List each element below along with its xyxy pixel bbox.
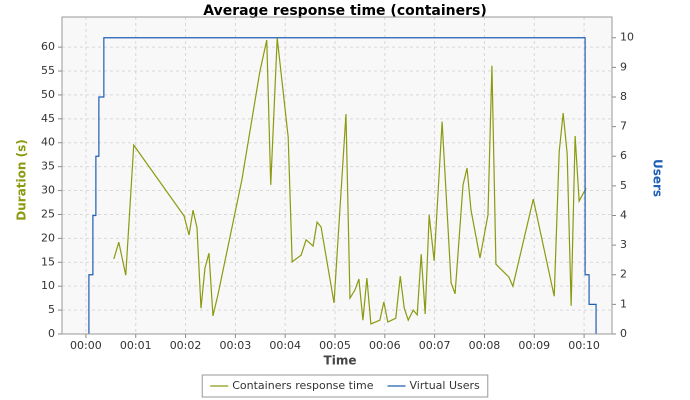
legend-item: Containers response time [210,379,374,392]
x-tick-label: 00:08 [469,339,501,352]
legend-box [201,374,489,398]
x-tick-label: 00:09 [518,339,550,352]
x-tick-label: 00:03 [220,339,252,352]
x-tick-label: 00:04 [269,339,301,352]
x-axis-title: Time [324,354,357,368]
y-tick-label: 30 [41,184,55,197]
series-line [88,37,597,334]
plot-area [61,16,613,335]
y2-tick-label: 1 [620,297,627,310]
y2-tick-label: 10 [620,31,634,44]
y2-tick-label: 7 [620,120,627,133]
y2-tick-label: 4 [620,208,627,221]
legend-label: Virtual Users [410,379,481,392]
x-tick-label: 00:05 [319,339,351,352]
legend-label: Containers response time [232,379,374,392]
y-tick-label: 25 [41,207,55,220]
y-tick-label: 0 [48,327,55,340]
y-tick-label: 10 [41,279,55,292]
y-tick-label: 20 [41,231,55,244]
y2-tick-label: 5 [620,179,627,192]
y-tick-label: 55 [41,64,55,77]
y2-tick-label: 6 [620,149,627,162]
y2-tick-label: 2 [620,268,627,281]
y-tick-label: 50 [41,88,55,101]
x-tick-label: 00:01 [120,339,152,352]
x-tick-label: 00:10 [568,339,600,352]
x-tick-label: 00:00 [70,339,102,352]
x-tick-label: 00:06 [369,339,401,352]
x-tick-label: 00:02 [170,339,202,352]
plot-area [61,16,613,335]
series-line [113,37,587,325]
y-tick-label: 45 [41,112,55,125]
y-tick-label: 40 [41,136,55,149]
chart-title: Average response time (containers) [203,3,487,19]
y-axis-title: Duration (s) [15,139,29,220]
y2-tick-label: 8 [620,90,627,103]
legend-item: Virtual Users [387,379,481,392]
y-tick-label: 60 [41,40,55,53]
y2-axis-title: Users [651,159,665,197]
x-tick-label: 00:07 [419,339,451,352]
y-tick-label: 5 [48,303,55,316]
y-tick-label: 35 [41,160,55,173]
y2-tick-label: 3 [620,238,627,251]
y2-tick-label: 0 [620,327,627,340]
legend: Containers response time Virtual Users [201,374,489,398]
y-tick-label: 15 [41,255,55,268]
y2-tick-label: 9 [620,60,627,73]
